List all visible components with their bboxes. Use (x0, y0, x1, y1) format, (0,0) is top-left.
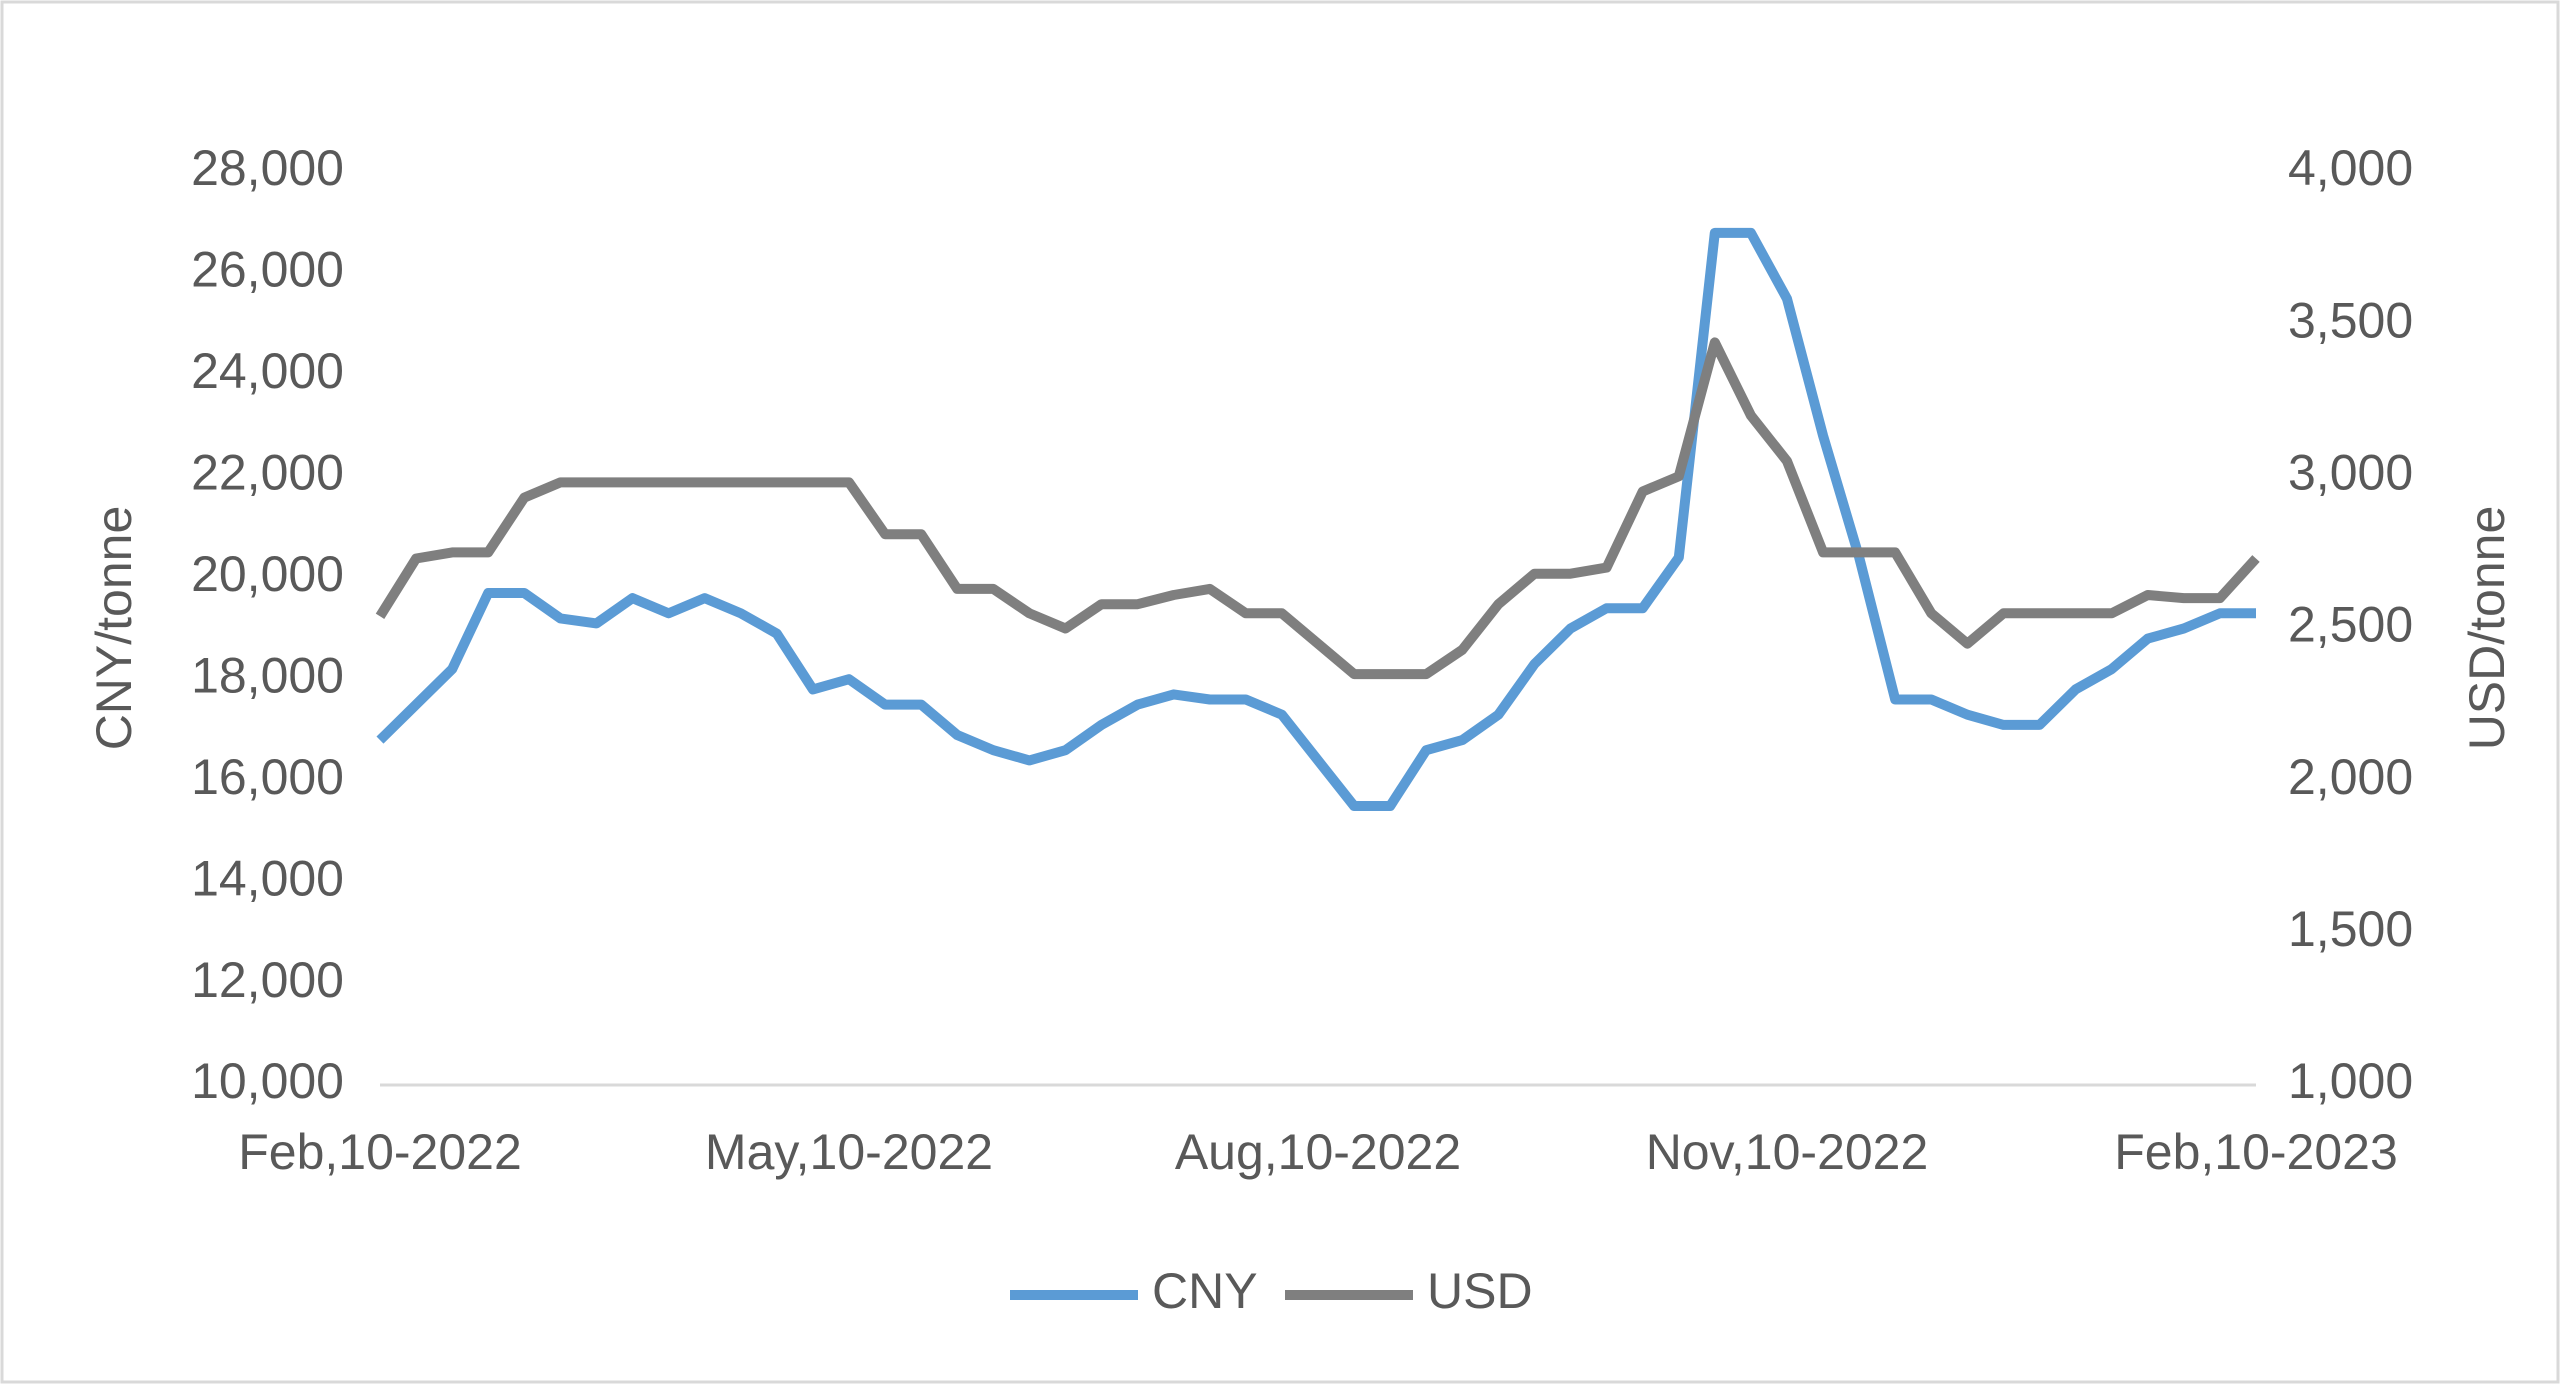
x-tick-label: Feb,10-2022 (238, 1124, 522, 1180)
y-tick-label: 26,000 (191, 242, 344, 298)
y-tick-label: 22,000 (191, 445, 344, 501)
y2-axis-title: USD/tonne (2459, 506, 2515, 751)
legend-label: CNY (1152, 1263, 1258, 1319)
y-tick-label: 28,000 (191, 140, 344, 196)
y-tick-label: 20,000 (191, 546, 344, 602)
series-line (375, 337, 2260, 680)
y-tick-label: 12,000 (191, 952, 344, 1008)
y2-tick-label: 3,000 (2288, 445, 2413, 501)
y2-tick-label: 4,000 (2288, 140, 2413, 196)
y-tick-label: 18,000 (191, 647, 344, 703)
x-tick-label: Aug,10-2022 (1175, 1124, 1461, 1180)
legend-label: USD (1427, 1263, 1533, 1319)
y-tick-label: 16,000 (191, 749, 344, 805)
y2-tick-label: 1,500 (2288, 901, 2413, 957)
y-tick-label: 10,000 (191, 1053, 344, 1109)
x-tick-label: May,10-2022 (705, 1124, 993, 1180)
y-tick-label: 24,000 (191, 343, 344, 399)
series-line (376, 227, 2256, 811)
x-tick-label: Nov,10-2022 (1646, 1124, 1929, 1180)
y2-tick-label: 2,500 (2288, 597, 2413, 653)
y-tick-label: 14,000 (191, 850, 344, 906)
x-tick-label: Feb,10-2023 (2114, 1124, 2398, 1180)
y2-tick-label: 2,000 (2288, 749, 2413, 805)
y2-tick-label: 3,500 (2288, 292, 2413, 348)
y-axis-title: CNY/tonne (86, 506, 142, 751)
y2-tick-label: 1,000 (2288, 1053, 2413, 1109)
